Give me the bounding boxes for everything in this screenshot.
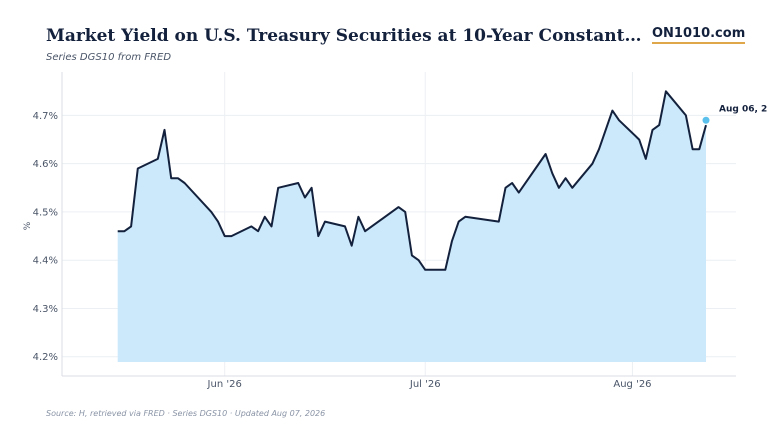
x-tick-label: Jul '26	[409, 379, 441, 390]
y-tick-label: 4.3%	[33, 304, 58, 315]
x-tick-labels: Jun '26 Jul '26 Aug '26	[207, 379, 652, 390]
y-tick-label: 4.4%	[33, 256, 58, 267]
y-tick-label: 4.2%	[33, 352, 58, 363]
y-tick-label: 4.7%	[33, 111, 58, 122]
last-value-marker	[702, 116, 710, 124]
last-value-label: Aug 06, 2	[719, 104, 767, 114]
x-tick-label: Aug '26	[613, 379, 651, 390]
x-tick-label: Jun '26	[207, 379, 242, 390]
chart-subtitle: Series DGS10 from FRED	[46, 52, 172, 63]
series-line	[117, 90, 707, 271]
y-tick-label: 4.6%	[33, 159, 58, 170]
y-tick-label: 4.5%	[33, 207, 58, 218]
brand-logo[interactable]: ON1010.com	[652, 27, 746, 44]
y-axis-label: %	[23, 221, 33, 230]
series-area-fill	[117, 91, 706, 363]
source-note: Source: H, retrieved via FRED · Series D…	[46, 409, 326, 418]
y-tick-labels: 4.2% 4.3% 4.4% 4.5% 4.6% 4.7%	[33, 111, 58, 363]
